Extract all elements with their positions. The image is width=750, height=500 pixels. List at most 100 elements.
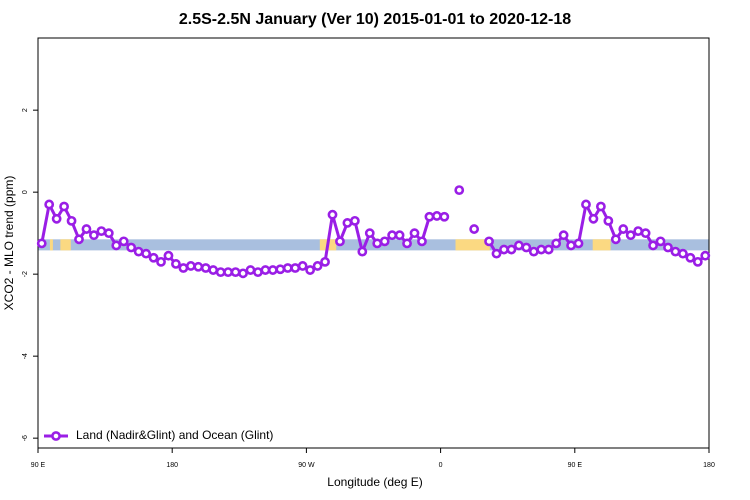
strip-highlight [455, 239, 490, 251]
x-tick-label: 90 E [31, 462, 46, 469]
series-point [543, 244, 554, 255]
series-point [595, 201, 606, 212]
strip-highlight [60, 239, 71, 251]
series-point [588, 213, 599, 224]
series-point [253, 267, 263, 278]
series-point [267, 265, 278, 275]
x-axis-label: Longitude (deg E) [327, 475, 422, 489]
strip-highlight [49, 239, 53, 251]
series-point [603, 215, 614, 226]
series-point [290, 263, 301, 273]
series-point [536, 244, 547, 255]
series-point [700, 250, 711, 261]
series-point [379, 236, 390, 247]
series-point [357, 246, 368, 257]
series-point [260, 265, 271, 275]
series-point [640, 228, 651, 239]
series-point [633, 226, 644, 237]
series-point [59, 201, 69, 212]
series-point [417, 236, 427, 247]
y-tick-label: -2 [22, 271, 29, 277]
series-point [409, 228, 420, 239]
series-point [312, 261, 323, 271]
series-point [439, 211, 450, 222]
x-tick-label: 90 W [298, 462, 315, 469]
series-point [238, 268, 248, 279]
series-point [126, 242, 137, 253]
series-point [506, 244, 517, 255]
series-point [670, 246, 681, 257]
x-tick-label: 0 [439, 462, 443, 469]
series-point [431, 211, 442, 221]
series-point [663, 242, 673, 253]
series-point [133, 246, 144, 257]
series-point [618, 224, 629, 234]
chart-title: 2.5S-2.5N January (Ver 10) 2015-01-01 to… [179, 11, 571, 28]
series-point [424, 211, 435, 222]
series-point [245, 265, 256, 275]
x-tick-label: 180 [166, 462, 178, 469]
series-point [499, 244, 509, 255]
legend-label: Land (Nadir&Glint) and Ocean (Glint) [76, 428, 273, 442]
series-point [566, 240, 576, 251]
series-point [454, 185, 465, 196]
series-point [215, 267, 226, 278]
series-point [581, 199, 591, 210]
series-point [111, 240, 122, 251]
series-point [573, 238, 584, 249]
x-tick-label: 180 [703, 462, 715, 469]
series-point [685, 252, 696, 263]
series-point [610, 234, 621, 245]
series-point [223, 267, 234, 278]
series-point [387, 230, 398, 241]
series-point [342, 218, 353, 228]
series-point [297, 261, 308, 271]
series-point [513, 240, 524, 251]
y-tick-label: -6 [22, 435, 29, 441]
x-tick-label: 90 E [568, 462, 583, 469]
series-point [335, 236, 345, 247]
series-point [320, 256, 330, 267]
series-point [469, 224, 480, 234]
series-point [141, 248, 152, 259]
series-point [208, 265, 219, 275]
series-point [521, 242, 532, 253]
series-point [230, 267, 241, 278]
series-point [163, 250, 174, 261]
series-point [193, 261, 204, 272]
series-point [484, 236, 494, 247]
series-point [372, 238, 383, 249]
series-point [185, 261, 196, 271]
legend-marker [51, 431, 61, 441]
series-point [148, 252, 159, 263]
series-point [81, 224, 92, 234]
series-point [402, 238, 412, 249]
series-point [118, 236, 129, 247]
series-point [528, 246, 539, 257]
y-tick-label: 0 [22, 190, 29, 194]
series-point [491, 248, 502, 259]
series-point [51, 213, 62, 224]
series-point [44, 199, 55, 210]
series-point [305, 265, 316, 275]
series-point [558, 230, 569, 241]
series-point [103, 228, 114, 239]
series-point [394, 230, 405, 241]
series-point [156, 256, 166, 267]
strip-highlight [592, 239, 611, 251]
series-point [349, 215, 360, 226]
series-point [275, 264, 286, 275]
series-point [36, 238, 47, 249]
series-point [282, 263, 293, 273]
series-point [178, 263, 189, 273]
series-point [89, 230, 99, 241]
series-point [171, 259, 181, 269]
series-point [327, 209, 338, 220]
series-point [551, 238, 562, 249]
series-point [648, 240, 658, 251]
series-point [66, 215, 77, 226]
series-point [364, 228, 375, 239]
series-point [74, 234, 84, 245]
series-point [96, 226, 107, 237]
